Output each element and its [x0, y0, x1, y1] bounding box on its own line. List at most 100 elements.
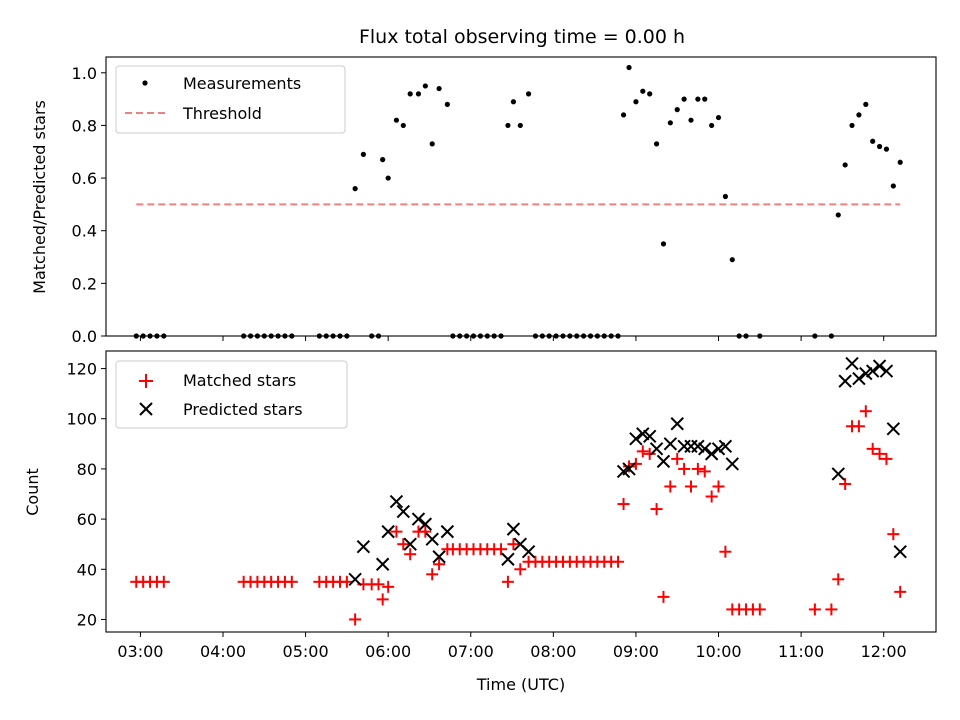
predicted-star-point [852, 371, 866, 386]
chart-title: Flux total observing time = 0.00 h [359, 26, 685, 48]
predicted-star-point [865, 364, 880, 378]
measurement-point [640, 88, 646, 94]
predicted-star-point [501, 552, 515, 566]
measurement-point [444, 101, 450, 107]
matched-star-point [629, 457, 642, 470]
y-tick-label: 0.6 [72, 169, 97, 188]
measurement-point [517, 122, 523, 129]
predicted-star-point [677, 439, 691, 454]
matched-star-point [404, 548, 417, 561]
matched-star-point [887, 528, 900, 541]
bottom-legend-box [115, 360, 348, 429]
predicted-star-point [718, 439, 733, 454]
matched-star-point [495, 543, 508, 556]
matched-star-point [285, 575, 298, 588]
matched-star-point [678, 462, 691, 475]
predicted-star-point [838, 374, 852, 388]
matched-star-point [612, 555, 625, 568]
matched-star-point [712, 480, 725, 493]
x-tick-label: 04:00 [200, 642, 246, 661]
measurement-point [729, 257, 735, 263]
top-panel-marks [133, 64, 903, 339]
x-tick-label: 06:00 [365, 642, 411, 661]
measurement-point [647, 91, 653, 97]
measurement-point [415, 91, 422, 97]
x-tick-label: 08:00 [530, 642, 576, 661]
predicted-star-point [375, 557, 390, 571]
predicted-star-point [506, 522, 521, 536]
predicted-star-point [411, 512, 426, 526]
predicted-star-point [886, 422, 901, 436]
top-panel-y-ticks: 0.0 0.2 0.4 0.6 0.8 1.0 [72, 64, 106, 346]
bottom-panel-x-ticks: 03:00 04:00 05:00 06:00 07:00 08:00 09:00 10:00… [117, 632, 907, 661]
matched-star-point [894, 585, 907, 598]
measurement-point [674, 107, 680, 113]
top-panel: 0.0 0.2 0.4 0.6 0.8 1.0 Matched/Predicted sta… [30, 56, 937, 346]
predicted-star-point [622, 462, 636, 476]
measurement-point [653, 141, 660, 147]
measurement-point [883, 146, 890, 152]
matched-star-point [873, 447, 886, 460]
top-panel-frame [105, 56, 937, 337]
measurement-point [360, 151, 366, 157]
measurement-point [626, 64, 632, 71]
x-tick-label: 09:00 [613, 642, 659, 661]
predicted-star-point [642, 429, 657, 444]
matched-star-point [617, 498, 630, 511]
matched-star-point [340, 575, 353, 588]
measurement-point [380, 157, 386, 163]
top-y-axis-label: Matched/Predicted stars [30, 100, 49, 294]
predicted-star-point [845, 356, 859, 371]
legend-measurements-label: Measurements [183, 74, 301, 93]
measurement-point [856, 112, 862, 118]
measurement-point [407, 91, 413, 97]
measurement-point [709, 122, 715, 129]
legend-threshold-label: Threshold [182, 104, 262, 123]
predicted-star-point [725, 457, 739, 471]
y-tick-label: 80 [77, 460, 97, 479]
matched-star-point [698, 465, 711, 478]
matched-star-point [705, 490, 718, 503]
top-panel-x-ticks [139, 336, 885, 341]
bottom-legend: Matched stars Predicted stars [115, 360, 348, 429]
bottom-panel-frame [105, 350, 937, 633]
measurement-point [890, 183, 896, 189]
predicted-star-point [381, 524, 395, 539]
legend-matched-label: Matched stars [183, 371, 296, 390]
predicted-star-point [389, 494, 404, 509]
x-tick-label: 05:00 [283, 642, 329, 661]
y-tick-label: 0.0 [72, 327, 97, 346]
measurement-point [667, 120, 673, 126]
predicted-star-point [649, 442, 664, 456]
matched-star-point [691, 462, 704, 475]
measurement-point [510, 99, 517, 105]
measurement-point [722, 193, 729, 200]
matched-star-point [501, 575, 514, 588]
predicted-star-point [348, 572, 362, 587]
matched-star-point [657, 590, 670, 603]
matched-star-point [372, 578, 385, 591]
measurement-point [436, 85, 442, 92]
matched-star-point [390, 525, 403, 538]
measurement-point [385, 175, 391, 181]
measurement-point [688, 117, 694, 123]
matched-star-point [866, 442, 879, 455]
measurement-point [620, 112, 627, 118]
predicted-star-point [663, 437, 678, 451]
y-tick-label: 0.4 [72, 222, 97, 241]
bottom-panel-marks [130, 356, 907, 626]
matched-star-point [859, 405, 872, 418]
predicted-star-point [656, 454, 671, 469]
matched-star-point [433, 558, 446, 571]
matched-star-point [397, 538, 410, 551]
predicted-star-point [425, 532, 439, 546]
matched-star-point [839, 477, 852, 490]
matched-star-point [376, 593, 389, 606]
predicted-star-point [629, 432, 643, 446]
measurement-point [842, 162, 848, 168]
matched-star-point [808, 603, 821, 616]
y-tick-label: 0.8 [72, 116, 97, 135]
predicted-star-point [403, 537, 417, 551]
matched-star-point [650, 503, 663, 516]
